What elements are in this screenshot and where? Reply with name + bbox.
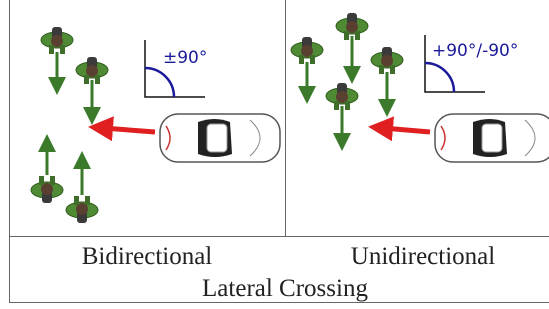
panel-label: Bidirectional (82, 243, 213, 270)
cars (103, 114, 549, 162)
angle-label: +90°/-90° (432, 41, 518, 61)
panel-label: Unidirectional (351, 243, 495, 270)
diagram: ±90° +90°/-90° Bidirectional Unidirectio… (0, 0, 549, 309)
angle-label: ±90° (163, 48, 207, 68)
caption: Lateral Crossing (202, 275, 368, 302)
